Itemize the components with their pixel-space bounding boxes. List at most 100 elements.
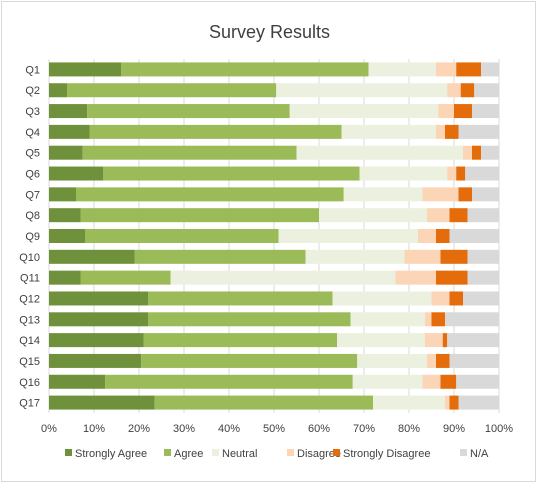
bar-segment bbox=[148, 291, 333, 306]
bar-segment bbox=[357, 353, 427, 368]
bar-segment bbox=[445, 395, 450, 410]
bar-segment bbox=[424, 333, 443, 348]
bar-segment bbox=[49, 187, 76, 202]
bar-segment bbox=[49, 374, 106, 389]
category-label: Q10 bbox=[19, 252, 40, 264]
bar-segment bbox=[296, 145, 463, 160]
legend-swatch bbox=[212, 449, 219, 456]
bar-segment bbox=[431, 312, 445, 327]
bar-segment bbox=[447, 333, 499, 348]
bar-segment bbox=[143, 333, 337, 348]
bar-segment bbox=[49, 124, 90, 139]
bar-segment bbox=[368, 62, 436, 77]
bar-segment bbox=[395, 270, 436, 285]
bar-segment bbox=[49, 208, 81, 223]
bar-segment bbox=[76, 187, 344, 202]
bar-segment bbox=[456, 62, 481, 77]
bar-segment bbox=[467, 249, 499, 264]
bar-segment bbox=[49, 270, 81, 285]
x-tick-label: 50% bbox=[263, 423, 285, 435]
bar-segment bbox=[49, 104, 88, 119]
bar-segment bbox=[49, 312, 148, 327]
bar-segment bbox=[449, 291, 463, 306]
bar-segment bbox=[289, 104, 439, 119]
bar-segment bbox=[458, 187, 472, 202]
bar-segment bbox=[454, 104, 472, 119]
legend-label: Neutral bbox=[222, 448, 257, 460]
bar-segment bbox=[49, 145, 83, 160]
bar-segment bbox=[373, 395, 445, 410]
bar-segment bbox=[436, 353, 450, 368]
bar-segment bbox=[440, 374, 457, 389]
bar-segment bbox=[343, 187, 423, 202]
category-label: Q12 bbox=[19, 293, 40, 305]
legend-label: Strongly Agree bbox=[75, 448, 147, 460]
bar-segment bbox=[447, 166, 457, 181]
bar-segment bbox=[442, 333, 448, 348]
bar-segment bbox=[445, 124, 459, 139]
legend: Strongly Agree Agree Neutral Disagree Strong… bbox=[65, 448, 489, 460]
bar-segment bbox=[458, 124, 499, 139]
category-label: Q3 bbox=[25, 106, 40, 118]
bar-segment bbox=[424, 312, 432, 327]
category-label: Q17 bbox=[19, 398, 40, 410]
bar-segment bbox=[404, 249, 441, 264]
category-label: Q8 bbox=[25, 210, 40, 222]
chart-title: Survey Results bbox=[208, 22, 331, 42]
bar-segment bbox=[438, 104, 454, 119]
bar-segment bbox=[49, 83, 67, 98]
x-tick-label: 60% bbox=[308, 423, 330, 435]
bar-segment bbox=[49, 229, 85, 243]
legend-swatch bbox=[65, 449, 72, 456]
category-label: Q4 bbox=[25, 127, 40, 139]
bar-segment bbox=[141, 353, 358, 368]
x-tick-label: 90% bbox=[443, 423, 465, 435]
bar-segment bbox=[422, 187, 459, 202]
bar-segment bbox=[49, 353, 142, 368]
bar-segment bbox=[465, 166, 499, 181]
x-tick-label: 40% bbox=[218, 423, 240, 435]
bar-segment bbox=[49, 291, 148, 306]
legend-label: N/A bbox=[470, 448, 489, 460]
bar-segment bbox=[85, 229, 279, 243]
bar-segment bbox=[87, 104, 290, 119]
bar-segment bbox=[82, 145, 297, 160]
category-label: Q7 bbox=[25, 189, 40, 201]
bar-segment bbox=[134, 249, 306, 264]
x-tick-label: 20% bbox=[128, 423, 150, 435]
bar-segment bbox=[456, 166, 466, 181]
x-tick-label: 70% bbox=[353, 423, 375, 435]
bar-segment bbox=[436, 124, 445, 139]
bar-segment bbox=[359, 166, 448, 181]
bar-segment bbox=[89, 124, 342, 139]
bar-segment bbox=[332, 291, 432, 306]
bar-segment bbox=[319, 208, 427, 223]
bar-segment bbox=[445, 312, 499, 327]
bar-segment bbox=[458, 395, 499, 410]
category-label: Q5 bbox=[25, 148, 40, 160]
legend-label: Agree bbox=[174, 448, 203, 460]
bar-segment bbox=[170, 270, 396, 285]
bar-segment bbox=[305, 249, 405, 264]
bar-segment bbox=[418, 229, 436, 243]
bar-segment bbox=[481, 62, 499, 77]
bar-segment bbox=[436, 229, 450, 243]
bar-segment bbox=[463, 291, 499, 306]
legend-label: Strongly Disagree bbox=[343, 448, 430, 460]
bar-segment bbox=[472, 145, 481, 160]
legend-swatch bbox=[460, 449, 467, 456]
category-labels: Q1 Q2 Q3 Q4 Q5 Q6 Q7 Q8 Q9 Q10 Q11 Q12 Q13 Q14 Q15 Q16 Q… bbox=[19, 64, 40, 409]
bar-segment bbox=[337, 333, 425, 348]
x-tick-labels: 0% 10% 20% 30% 40% 50% 60% 70% 80% 90% 100% bbox=[41, 423, 513, 435]
bar-segment bbox=[449, 208, 468, 223]
category-label: Q1 bbox=[25, 64, 40, 76]
bar-segment bbox=[440, 249, 468, 264]
category-label: Q6 bbox=[25, 169, 40, 181]
bar-segment bbox=[436, 270, 468, 285]
bar-segment bbox=[276, 83, 448, 98]
bar-segment bbox=[463, 145, 472, 160]
x-tick-label: 10% bbox=[83, 423, 105, 435]
bar-segment bbox=[105, 374, 353, 389]
category-label: Q13 bbox=[19, 314, 40, 326]
